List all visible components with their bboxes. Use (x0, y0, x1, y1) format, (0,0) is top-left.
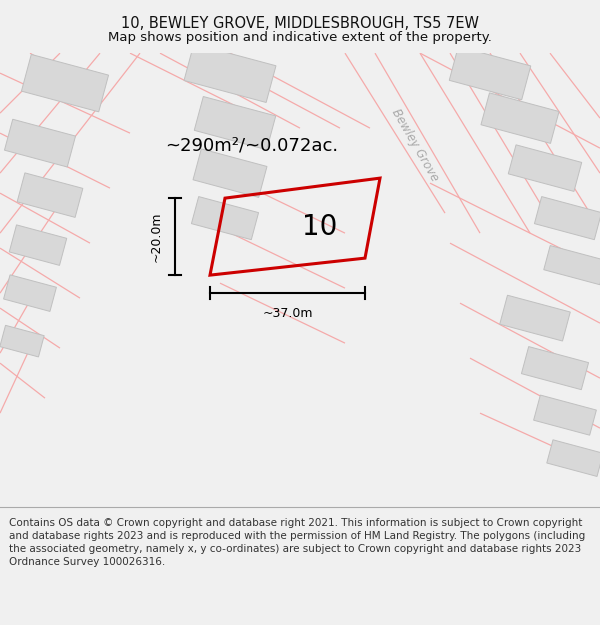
Text: ~37.0m: ~37.0m (262, 307, 313, 320)
Polygon shape (547, 440, 600, 476)
Polygon shape (0, 326, 44, 357)
Text: ~290m²/~0.072ac.: ~290m²/~0.072ac. (166, 136, 338, 154)
Text: Contains OS data © Crown copyright and database right 2021. This information is : Contains OS data © Crown copyright and d… (9, 518, 585, 568)
Polygon shape (184, 44, 276, 102)
Polygon shape (449, 46, 531, 100)
Polygon shape (9, 225, 67, 266)
Polygon shape (4, 119, 76, 167)
Text: 10, BEWLEY GROVE, MIDDLESBROUGH, TS5 7EW: 10, BEWLEY GROVE, MIDDLESBROUGH, TS5 7EW (121, 16, 479, 31)
Polygon shape (521, 347, 589, 389)
Polygon shape (22, 54, 109, 112)
Polygon shape (544, 246, 600, 285)
Text: Bewley Grove: Bewley Grove (389, 106, 441, 184)
Polygon shape (193, 149, 267, 198)
Polygon shape (533, 395, 596, 435)
Text: 10: 10 (302, 213, 338, 241)
Polygon shape (500, 295, 570, 341)
Polygon shape (481, 93, 559, 143)
Polygon shape (535, 197, 600, 239)
Text: Map shows position and indicative extent of the property.: Map shows position and indicative extent… (108, 31, 492, 44)
Polygon shape (4, 275, 56, 311)
Polygon shape (194, 96, 276, 150)
Polygon shape (191, 197, 259, 239)
Polygon shape (508, 145, 582, 191)
Text: ~20.0m: ~20.0m (150, 211, 163, 262)
Polygon shape (17, 173, 83, 218)
